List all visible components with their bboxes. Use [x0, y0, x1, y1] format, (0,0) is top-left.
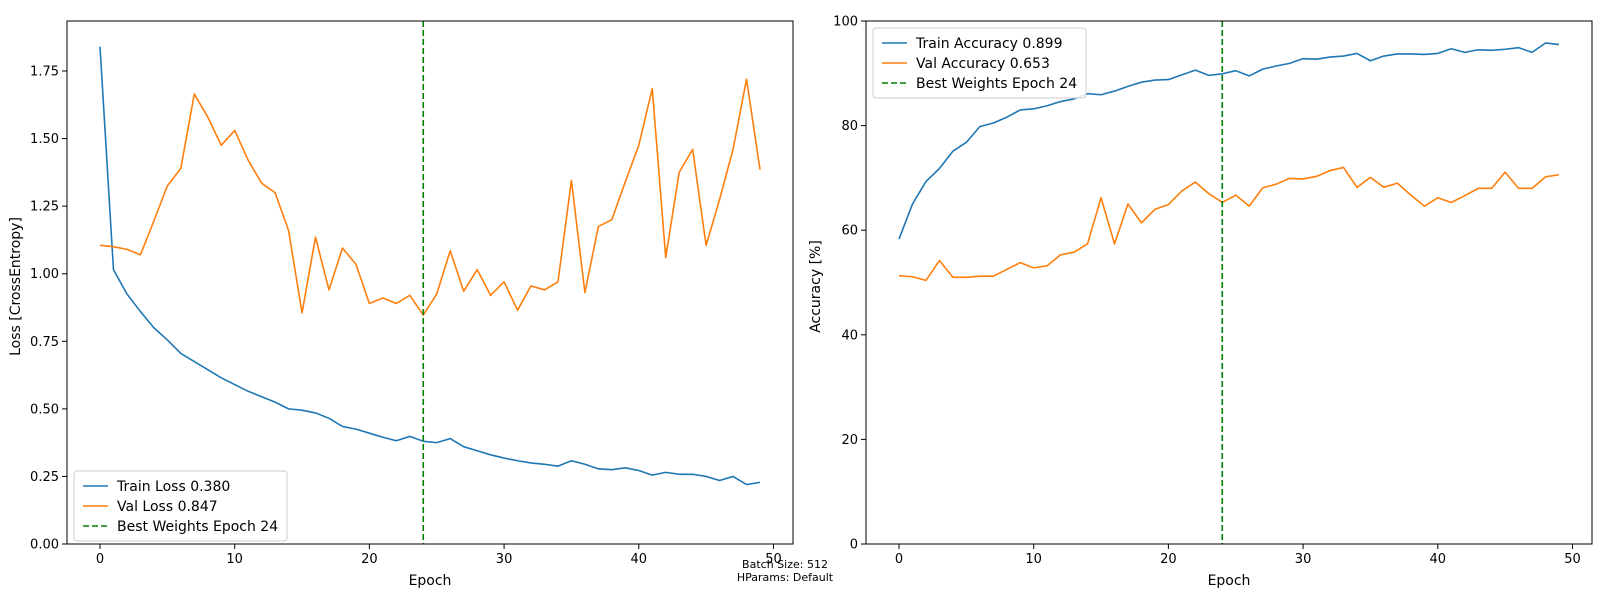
loss-chart: 0.00 0.25 0.50 0.75 1.00 1.25 1.50 1.75 0 10 20 30 4… [8, 20, 794, 589]
x-tick-label: 0 [895, 552, 903, 567]
train-series-line [898, 42, 1560, 240]
x-tick-label: 40 [1430, 552, 1447, 567]
y-tick-label: 0 [850, 538, 858, 553]
y-tick-label: 0.75 [30, 335, 59, 350]
legend-box [872, 27, 1087, 99]
x-axis-label: Epoch [409, 573, 452, 589]
legend: Train Loss 0.380 Val Loss 0.847 Best Weigh… [73, 470, 288, 542]
y-tick-label: 1.75 [30, 65, 59, 80]
plot-frame [865, 20, 1593, 545]
x-tick-label: 20 [1160, 552, 1177, 567]
accuracy-chart: 0 20 40 60 80 100 0 10 20 30 40 50 Epoch Accuracy [%]… [808, 15, 1593, 589]
legend-label: Val Accuracy 0.653 [916, 56, 1050, 72]
y-axis-label: Loss [CrossEntropy] [8, 217, 24, 356]
y-tick-label: 40 [841, 328, 858, 343]
legend-label: Val Loss 0.847 [117, 499, 218, 515]
legend-label: Best Weights Epoch 24 [916, 76, 1077, 92]
plot-frame [66, 20, 794, 545]
y-tick-label: 1.00 [30, 267, 59, 282]
x-axis-label: Epoch [1208, 573, 1251, 589]
x-tick-label: 10 [1025, 552, 1042, 567]
legend-box [73, 470, 288, 542]
x-tick-label: 10 [226, 552, 243, 567]
y-tick-label: 0.50 [30, 402, 59, 417]
y-tick-label: 0.00 [30, 538, 59, 553]
y-tick-label: 0.25 [30, 470, 59, 485]
x-tick-label: 30 [1295, 552, 1312, 567]
y-tick-label: 80 [841, 119, 858, 134]
val-series-line [898, 166, 1560, 282]
y-tick-label: 1.25 [30, 200, 59, 215]
x-tick-label: 20 [361, 552, 378, 567]
footnote-hparams: HParams: Default [737, 571, 834, 584]
plot-area [99, 21, 761, 544]
y-tick-label: 1.50 [30, 132, 59, 147]
legend: Train Accuracy 0.899 Val Accuracy 0.653 Be… [872, 27, 1087, 99]
val-series-line [99, 78, 761, 316]
x-tick-label: 0 [96, 552, 104, 567]
x-tick-label: 50 [765, 552, 782, 567]
x-tick-label: 40 [631, 552, 648, 567]
y-tick-label: 100 [833, 15, 858, 30]
train-series-line [99, 46, 761, 486]
y-tick-label: 20 [841, 433, 858, 448]
legend-label: Train Loss 0.380 [116, 479, 230, 495]
legend-label: Train Accuracy 0.899 [915, 36, 1063, 52]
plot-area [898, 21, 1560, 544]
x-tick-label: 50 [1564, 552, 1581, 567]
y-tick-label: 60 [841, 224, 858, 239]
y-axis-label: Accuracy [%] [808, 240, 824, 333]
x-tick-label: 30 [496, 552, 513, 567]
footnote-batch-size: Batch Size: 512 [742, 558, 828, 571]
legend-label: Best Weights Epoch 24 [117, 519, 278, 535]
